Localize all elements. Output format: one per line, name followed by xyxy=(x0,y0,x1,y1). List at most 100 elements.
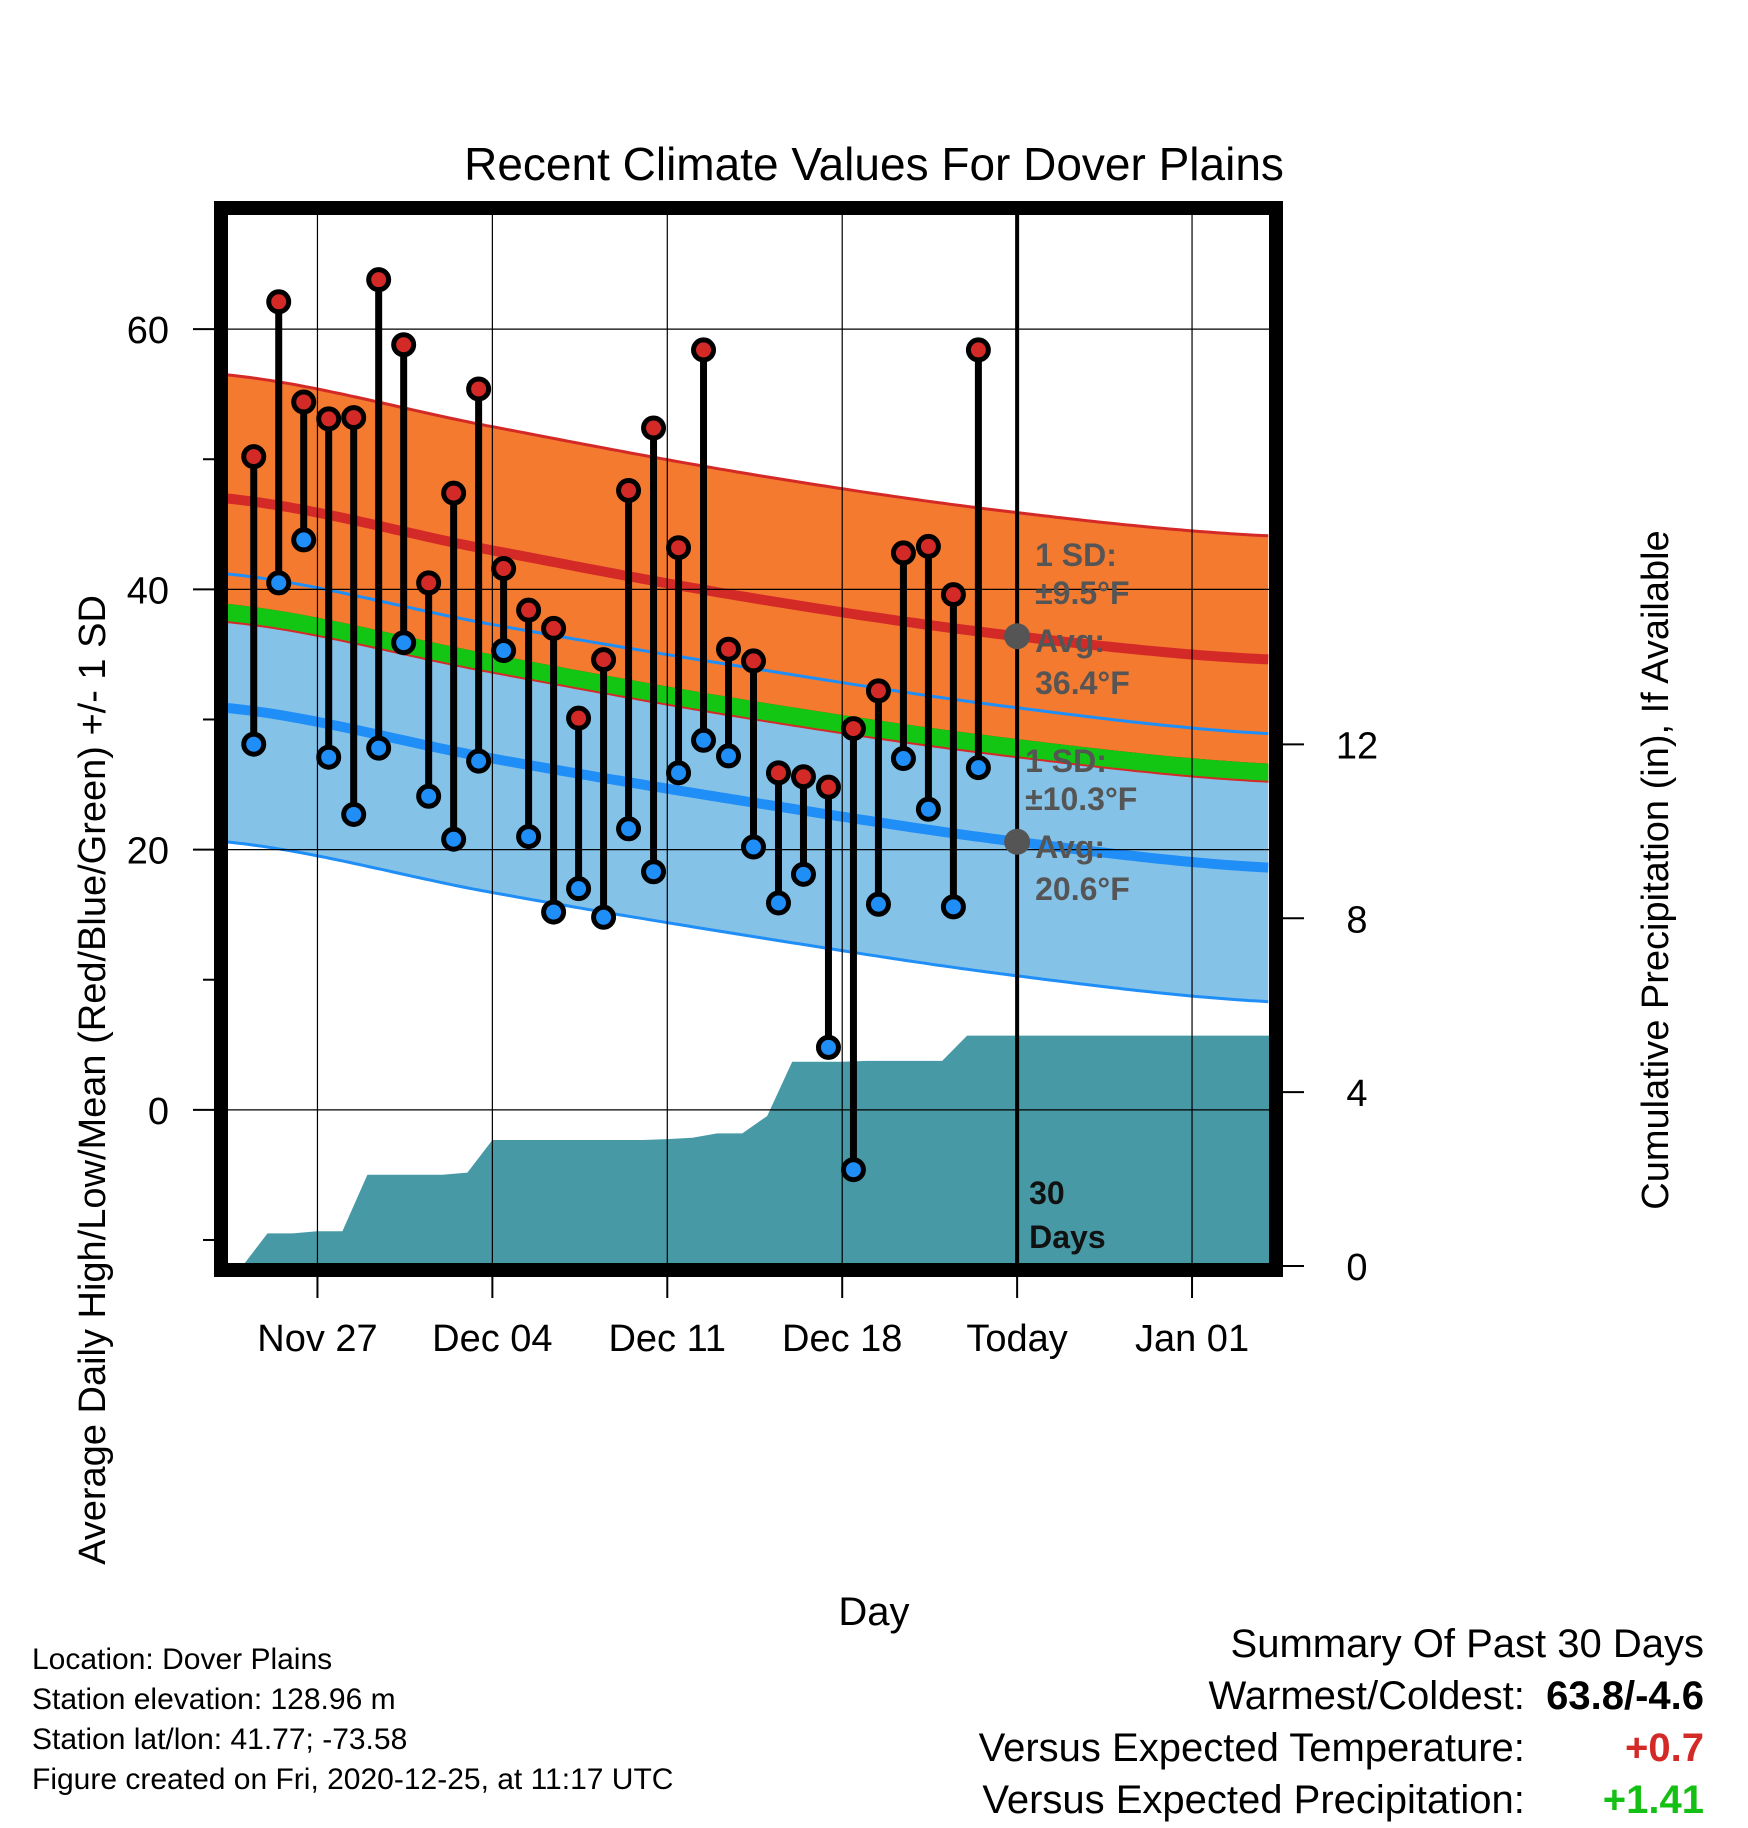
daily-high-point xyxy=(316,406,342,432)
daily-low-point xyxy=(840,1157,866,1183)
daily-high-point xyxy=(890,540,916,566)
today-low-marker xyxy=(1004,828,1031,855)
daily-low-point xyxy=(865,891,891,917)
high-sd-label: 1 SD: xyxy=(1035,537,1117,573)
chart-title: Recent Climate Values For Dover Plains xyxy=(464,138,1284,190)
daily-high-point xyxy=(466,376,492,402)
today-days-number: 30 xyxy=(1029,1175,1065,1211)
temp-value: +0.7 xyxy=(1625,1726,1704,1770)
station-info: Location: Dover Plains Station elevation… xyxy=(32,1640,673,1800)
today-days-word: Days xyxy=(1029,1219,1106,1255)
high-avg-value: 36.4°F xyxy=(1035,665,1130,701)
daily-low-point xyxy=(566,876,592,902)
daily-low-point xyxy=(915,796,941,822)
temp-label: Versus Expected Temperature: xyxy=(978,1726,1525,1770)
daily-low-point xyxy=(266,570,292,596)
daily-low-point xyxy=(790,861,816,887)
location-text: Location: Dover Plains xyxy=(32,1643,333,1676)
y-tick-label-left: 40 xyxy=(127,570,169,612)
daily-low-point xyxy=(965,755,991,781)
low-sd-band xyxy=(225,621,1269,1002)
y-axis-label-right: Cumulative Precipitation (in), If Availa… xyxy=(1635,530,1677,1209)
daily-low-point xyxy=(516,824,542,850)
daily-high-point xyxy=(716,636,742,662)
daily-high-point xyxy=(516,597,542,623)
daily-low-point xyxy=(541,899,567,925)
y-tick-label-right: 8 xyxy=(1346,899,1367,941)
daily-low-point xyxy=(491,638,517,664)
daily-low-point xyxy=(591,904,617,930)
summary-heading: Summary Of Past 30 Days xyxy=(1230,1622,1704,1666)
daily-low-point xyxy=(740,834,766,860)
y-tick-label-right: 4 xyxy=(1346,1073,1367,1115)
x-axis-label: Day xyxy=(838,1590,909,1634)
summary-precip: Versus Expected Precipitation: +1.41 xyxy=(979,1774,1704,1826)
daily-low-point xyxy=(466,748,492,774)
high-sd-value: ±9.5°F xyxy=(1035,575,1129,611)
warm-cold-label: Warmest/Coldest: xyxy=(1208,1674,1525,1718)
daily-low-point xyxy=(291,527,317,553)
daily-low-point xyxy=(765,890,791,916)
daily-high-point xyxy=(815,774,841,800)
daily-high-point xyxy=(291,389,317,415)
x-tick-label: Nov 27 xyxy=(257,1318,377,1360)
daily-high-point xyxy=(965,337,991,363)
summary-temp: Versus Expected Temperature: +0.7 xyxy=(979,1722,1704,1774)
daily-low-point xyxy=(316,744,342,770)
normal-low-line xyxy=(225,702,1269,873)
y-tick-label-left: 20 xyxy=(127,831,169,873)
plot-frame xyxy=(214,201,1283,1277)
low-avg-label: Avg: xyxy=(1035,829,1105,865)
y-axis-label-left: Average Daily High/Low/Mean (Red/Blue/Gr… xyxy=(72,595,114,1565)
low-avg-value: 20.6°F xyxy=(1035,871,1130,907)
daily-high-point xyxy=(241,444,267,470)
daily-high-point xyxy=(566,705,592,731)
summary-warm-cold: Warmest/Coldest: 63.8/-4.6 xyxy=(979,1670,1705,1722)
daily-low-point xyxy=(890,746,916,772)
daily-high-point xyxy=(491,556,517,582)
daily-high-point xyxy=(541,615,567,641)
daily-low-point xyxy=(366,735,392,761)
daily-high-point xyxy=(366,267,392,293)
daily-low-point xyxy=(391,630,417,656)
normal-high-line xyxy=(225,493,1269,665)
high-upper-sd-line xyxy=(225,373,1269,538)
x-tick-label: Jan 01 xyxy=(1135,1318,1249,1360)
elevation-text: Station elevation: 128.96 m xyxy=(32,1683,396,1716)
high-sd-band xyxy=(225,374,1269,784)
daily-low-point xyxy=(341,801,367,827)
today-high-marker xyxy=(1004,623,1031,650)
daily-high-point xyxy=(591,647,617,673)
daily-high-point xyxy=(765,760,791,786)
x-tick-label: Dec 11 xyxy=(608,1318,726,1360)
latlon-text: Station lat/lon: 41.77; -73.58 xyxy=(32,1723,408,1756)
daily-high-point xyxy=(616,477,642,503)
daily-low-point xyxy=(416,783,442,809)
daily-high-point xyxy=(790,764,816,790)
daily-low-point xyxy=(815,1034,841,1060)
daily-low-point xyxy=(691,727,717,753)
precip-label: Versus Expected Precipitation: xyxy=(982,1778,1525,1822)
daily-high-point xyxy=(641,415,667,441)
daily-high-point xyxy=(840,716,866,742)
y-tick-label-right: 12 xyxy=(1336,725,1378,767)
low-sd-value: ±10.3°F xyxy=(1025,781,1137,817)
daily-low-point xyxy=(641,859,667,885)
daily-high-point xyxy=(865,678,891,704)
daily-high-point xyxy=(266,289,292,315)
created-text: Figure created on Fri, 2020-12-25, at 11… xyxy=(32,1763,674,1796)
daily-high-point xyxy=(391,332,417,358)
low-lower-sd-line xyxy=(225,840,1269,1004)
daily-high-point xyxy=(666,535,692,561)
x-tick-label: Today xyxy=(966,1318,1067,1360)
y-tick-label-right: 0 xyxy=(1346,1247,1367,1289)
x-tick-label: Dec 18 xyxy=(782,1318,902,1360)
daily-high-point xyxy=(915,533,941,559)
high-avg-label: Avg: xyxy=(1035,623,1105,659)
daily-high-point xyxy=(416,570,442,596)
daily-high-point xyxy=(940,582,966,608)
low-sd-label: 1 SD: xyxy=(1025,743,1107,779)
summary-panel: Summary Of Past 30 Days Warmest/Coldest:… xyxy=(979,1618,1704,1826)
